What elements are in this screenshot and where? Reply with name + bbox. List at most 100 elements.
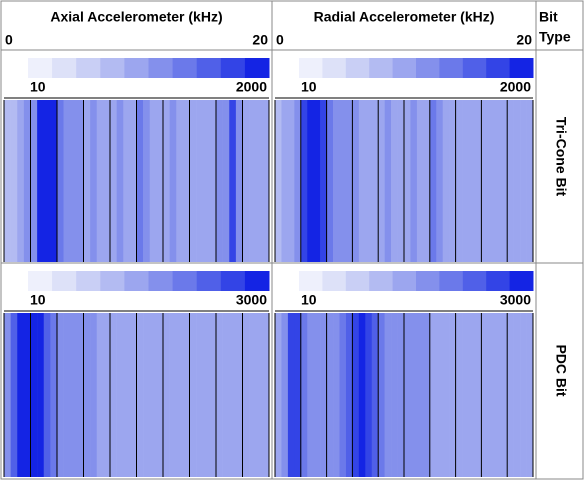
heatmap-cell bbox=[436, 100, 443, 262]
colorbar-swatch bbox=[196, 271, 222, 291]
heatmap-cell bbox=[474, 100, 482, 262]
heatmap-cell bbox=[326, 100, 334, 262]
heatmap-cell bbox=[57, 100, 64, 262]
colorbar-swatch bbox=[244, 58, 270, 78]
colorbar-swatch bbox=[486, 271, 511, 291]
heatmap-cell bbox=[163, 313, 170, 477]
heatmap-cell bbox=[468, 100, 476, 262]
heatmap-cell bbox=[43, 100, 51, 262]
heatmap-cell bbox=[176, 100, 184, 262]
heatmap-cell bbox=[481, 313, 489, 477]
heatmap-cell bbox=[468, 313, 476, 477]
heatmap-cell bbox=[10, 313, 18, 477]
heatmap-cell bbox=[358, 100, 366, 262]
colorbar-swatch bbox=[28, 271, 53, 291]
heatmap-cell bbox=[90, 313, 98, 477]
heatmap-cell bbox=[189, 313, 197, 477]
colorbar-swatch bbox=[100, 58, 125, 78]
heatmap-cell bbox=[176, 313, 184, 477]
colorbar-swatch bbox=[76, 58, 101, 78]
colorbar-label: 10 bbox=[301, 79, 317, 95]
heatmap-cell bbox=[182, 313, 190, 477]
heatmap-cell bbox=[235, 100, 243, 262]
colorbar-swatch bbox=[100, 271, 125, 291]
heatmap-cell bbox=[202, 100, 210, 262]
heatmap-cell bbox=[300, 100, 308, 262]
heatmap-cell bbox=[494, 100, 502, 262]
heatmap-cell bbox=[103, 100, 111, 262]
heatmap-cell bbox=[313, 100, 321, 262]
heatmap-cell bbox=[4, 100, 11, 262]
heatmap-cell bbox=[520, 313, 527, 477]
heatmap-cell bbox=[442, 313, 450, 477]
heatmap-cell bbox=[384, 313, 392, 477]
colorbar-swatch bbox=[345, 58, 370, 78]
heatmap-cell bbox=[462, 313, 469, 477]
heatmap-cell bbox=[136, 100, 144, 262]
heatmap-cell bbox=[281, 313, 289, 477]
heatmap-cell bbox=[352, 100, 360, 262]
heatmap-cell bbox=[182, 100, 190, 262]
heatmap-cell bbox=[222, 313, 230, 477]
heatmap-cell bbox=[513, 313, 521, 477]
x-limit-label: 20 bbox=[252, 32, 268, 48]
colorbar-label: 3000 bbox=[236, 292, 267, 308]
colorbar-swatch bbox=[439, 58, 464, 78]
heatmap-cell bbox=[116, 100, 124, 262]
colorbar-swatch bbox=[172, 58, 198, 78]
colorbar-swatch bbox=[509, 58, 534, 78]
heatmap-cell bbox=[275, 100, 282, 262]
header: Bit bbox=[539, 9, 558, 25]
heatmap-cell bbox=[339, 100, 347, 262]
heatmap-cell bbox=[378, 100, 385, 262]
heatmap-cell bbox=[50, 313, 58, 477]
colorbar-label: 2000 bbox=[500, 79, 531, 95]
heatmap-cell bbox=[397, 100, 405, 262]
heatmap-cell bbox=[209, 100, 217, 262]
column-title: Axial Accelerometer (kHz) bbox=[50, 9, 222, 25]
heatmap-cell bbox=[429, 313, 437, 477]
heatmap-cell bbox=[507, 313, 514, 477]
colorbar-swatch bbox=[416, 271, 440, 291]
header: Type bbox=[539, 29, 571, 45]
heatmap-cell bbox=[202, 313, 210, 477]
column-title: Radial Accelerometer (kHz) bbox=[314, 9, 495, 25]
heatmap-cell bbox=[43, 313, 51, 477]
colorbar-label: 10 bbox=[30, 79, 46, 95]
colorbar-swatch bbox=[52, 271, 77, 291]
colorbar-swatch bbox=[52, 58, 77, 78]
colorbar-swatch bbox=[392, 271, 417, 291]
heatmap-cell bbox=[449, 313, 456, 477]
heatmap-cell bbox=[116, 313, 124, 477]
colorbar-swatch bbox=[196, 58, 222, 78]
heatmap-cell bbox=[37, 100, 45, 262]
heatmap-cell bbox=[90, 100, 98, 262]
heatmap-cell bbox=[404, 313, 411, 477]
heatmap-cell bbox=[255, 313, 263, 477]
heatmap-cell bbox=[333, 100, 340, 262]
row-label: PDC Bit bbox=[553, 344, 569, 396]
heatmap-cell bbox=[70, 100, 78, 262]
colorbar-swatch bbox=[220, 58, 246, 78]
colorbar-swatch bbox=[148, 271, 174, 291]
row-label: Tri-Cone Bit bbox=[553, 117, 569, 197]
heatmap-cell bbox=[156, 100, 164, 262]
heatmap-cell bbox=[10, 100, 18, 262]
heatmap-cell bbox=[397, 313, 405, 477]
colorbar-swatch bbox=[416, 58, 440, 78]
heatmap-cell bbox=[436, 313, 443, 477]
colorbar-label: 3000 bbox=[500, 292, 531, 308]
colorbar-swatch bbox=[392, 58, 417, 78]
heatmap-cell bbox=[4, 313, 11, 477]
heatmap-cell bbox=[281, 100, 289, 262]
heatmap-cell bbox=[455, 100, 463, 262]
heatmap-cell bbox=[429, 100, 437, 262]
colorbar-swatch bbox=[486, 58, 511, 78]
colorbar-swatch bbox=[509, 271, 534, 291]
colorbar-label: 2000 bbox=[236, 79, 267, 95]
heatmap-cell bbox=[163, 100, 170, 262]
heatmap-cell bbox=[83, 100, 91, 262]
colorbar-swatch bbox=[462, 58, 487, 78]
heatmap-cell bbox=[358, 313, 366, 477]
